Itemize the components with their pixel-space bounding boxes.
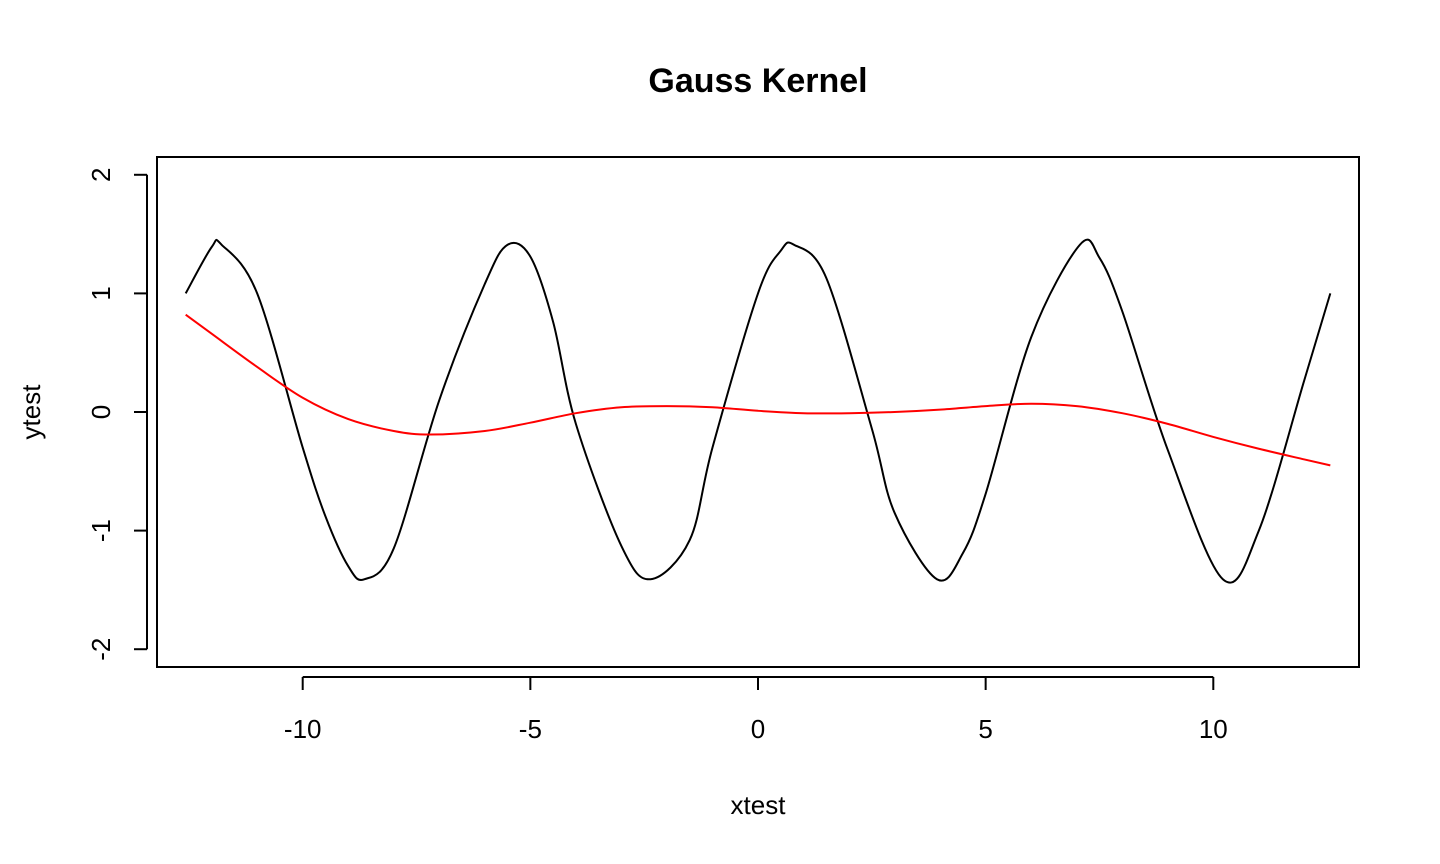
y-tick-label: 1 <box>86 286 116 300</box>
y-axis: -2 -1 0 1 2 <box>86 168 148 661</box>
x-axis-label: xtest <box>731 790 787 820</box>
chart-title: Gauss Kernel <box>648 62 867 100</box>
y-tick-label: -2 <box>86 638 116 661</box>
plot-series <box>184 238 1332 584</box>
y-axis-label: ytest <box>16 384 46 440</box>
x-tick-label: -10 <box>284 714 322 744</box>
y-tick-label: -1 <box>86 519 116 542</box>
x-tick-label: 0 <box>751 714 765 744</box>
y-tick-label: 2 <box>86 168 116 182</box>
y-tick-label: 0 <box>86 405 116 419</box>
x-axis: -10 -5 0 5 10 <box>284 676 1228 744</box>
plot-frame <box>156 156 1360 668</box>
x-tick-label: -5 <box>519 714 542 744</box>
x-tick-label: 10 <box>1199 714 1228 744</box>
x-tick-label: 5 <box>978 714 992 744</box>
series-line-2 <box>185 313 1331 467</box>
series-line-1 <box>184 238 1332 584</box>
